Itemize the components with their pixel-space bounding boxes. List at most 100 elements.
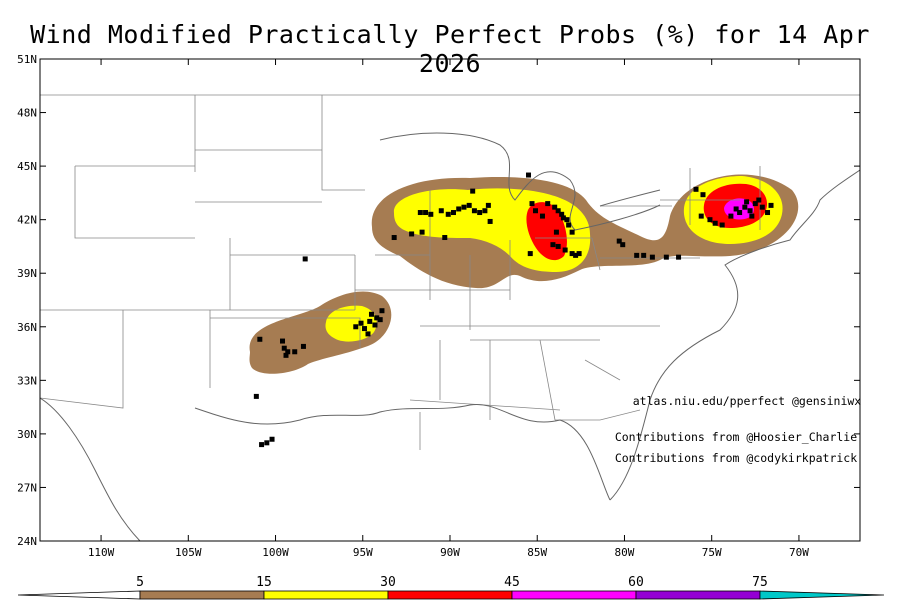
map-title: Wind Modified Practically Perfect Probs … [30,20,870,78]
storm-report-marker [302,256,308,262]
lat-tick-label: 42N [17,214,37,227]
contributions-charlie: Contributions from @Hoosier_Charlie [615,430,857,444]
storm-report-marker [733,206,739,212]
storm-report-marker [616,238,622,244]
storm-report-marker [428,211,434,217]
storm-report-marker [532,208,538,214]
lat-tick-label: 30N [17,428,37,441]
storm-report-marker [353,324,359,330]
contributions-cody: Contributions from @codykirkpatrick [615,451,857,465]
storm-report-marker [419,229,425,235]
storm-report-marker [765,210,771,216]
storm-report-marker [529,201,535,207]
lat-tick-label: 33N [17,374,37,387]
storm-report-marker [477,210,483,216]
lat-tick-label: 39N [17,267,37,280]
lon-tick-label: 105W [175,546,202,559]
storm-report-marker [573,252,579,258]
storm-report-marker [569,251,575,257]
storm-report-marker [569,229,575,235]
storm-report-marker [693,186,699,192]
storm-report-marker [292,349,298,355]
storm-report-marker [379,308,385,314]
storm-report-marker [564,217,570,223]
lat-tick-label: 51N [17,53,37,66]
storm-report-marker [566,222,572,228]
storm-report-marker [552,204,558,210]
storm-report-marker [707,217,713,223]
lon-tick-label: 75W [702,546,722,559]
storm-report-marker [362,326,368,332]
storm-report-marker [712,220,718,226]
storm-report-marker [417,210,423,216]
colorbar-segment [511,590,637,600]
storm-report-marker [742,204,748,210]
storm-report-marker [560,215,566,221]
storm-report-marker [555,208,561,214]
storm-report-marker [365,331,371,337]
storm-report-marker [281,345,287,351]
lat-tick-label: 27N [17,481,37,494]
storm-report-marker [372,322,378,328]
colorbar-segment [387,590,513,600]
colorbar-label: 5 [136,575,144,590]
storm-report-marker [676,254,682,260]
storm-report-marker [768,202,774,208]
storm-report-marker [423,210,429,216]
storm-report-marker [471,208,477,214]
colorbar-segment [635,590,761,600]
storm-report-marker [300,343,306,349]
storm-report-marker [641,252,647,258]
storm-report-marker [550,242,556,248]
storm-report-marker [377,317,383,323]
storm-report-marker [756,197,762,203]
storm-report-marker [368,311,374,317]
credit-text: atlas.niu.edu/pperfect @gensiniwx [633,394,862,408]
storm-report-marker [445,211,451,217]
storm-report-marker [285,349,291,355]
storm-report-marker [663,254,669,260]
storm-report-marker [409,231,415,237]
colorbar-label: 45 [504,575,520,590]
storm-report-marker [649,254,655,260]
storm-report-marker [438,208,444,214]
storm-report-marker [253,393,259,399]
lat-tick-label: 45N [17,160,37,173]
storm-report-marker [470,188,476,194]
storm-report-marker [576,251,582,257]
storm-report-marker [749,213,755,219]
storm-report-marker [634,252,640,258]
storm-report-marker [358,320,364,326]
storm-report-marker [527,251,533,257]
colorbar-arrow-low [17,590,141,600]
lon-tick-label: 90W [440,546,460,559]
lon-tick-label: 80W [615,546,635,559]
lon-tick-label: 110W [88,546,115,559]
storm-report-marker [545,201,551,207]
storm-report-marker [442,235,448,241]
lat-tick-label: 48N [17,107,37,120]
storm-report-marker [744,199,750,205]
lat-tick-label: 24N [17,535,37,548]
storm-report-marker [562,247,568,253]
storm-report-marker [539,213,545,219]
colorbar-label: 30 [380,575,396,590]
storm-report-marker [374,315,380,321]
colorbar-label: 75 [752,575,768,590]
storm-report-marker [461,204,467,210]
colorbar-label: 15 [256,575,272,590]
storm-report-marker [700,192,706,198]
storm-report-marker [620,242,626,248]
storm-report-marker [466,202,472,208]
colorbar: 5 15 30 45 60 75 [17,575,885,600]
lon-tick-label: 95W [353,546,373,559]
lon-tick-label: 100W [262,546,289,559]
storm-report-marker [482,208,488,214]
storm-report-marker [257,336,263,342]
lon-tick-label: 70W [789,546,809,559]
storm-report-marker [698,213,704,219]
storm-report-marker [737,210,743,216]
storm-report-marker [752,201,758,207]
storm-report-marker [526,172,532,178]
lon-tick-label: 85W [527,546,547,559]
